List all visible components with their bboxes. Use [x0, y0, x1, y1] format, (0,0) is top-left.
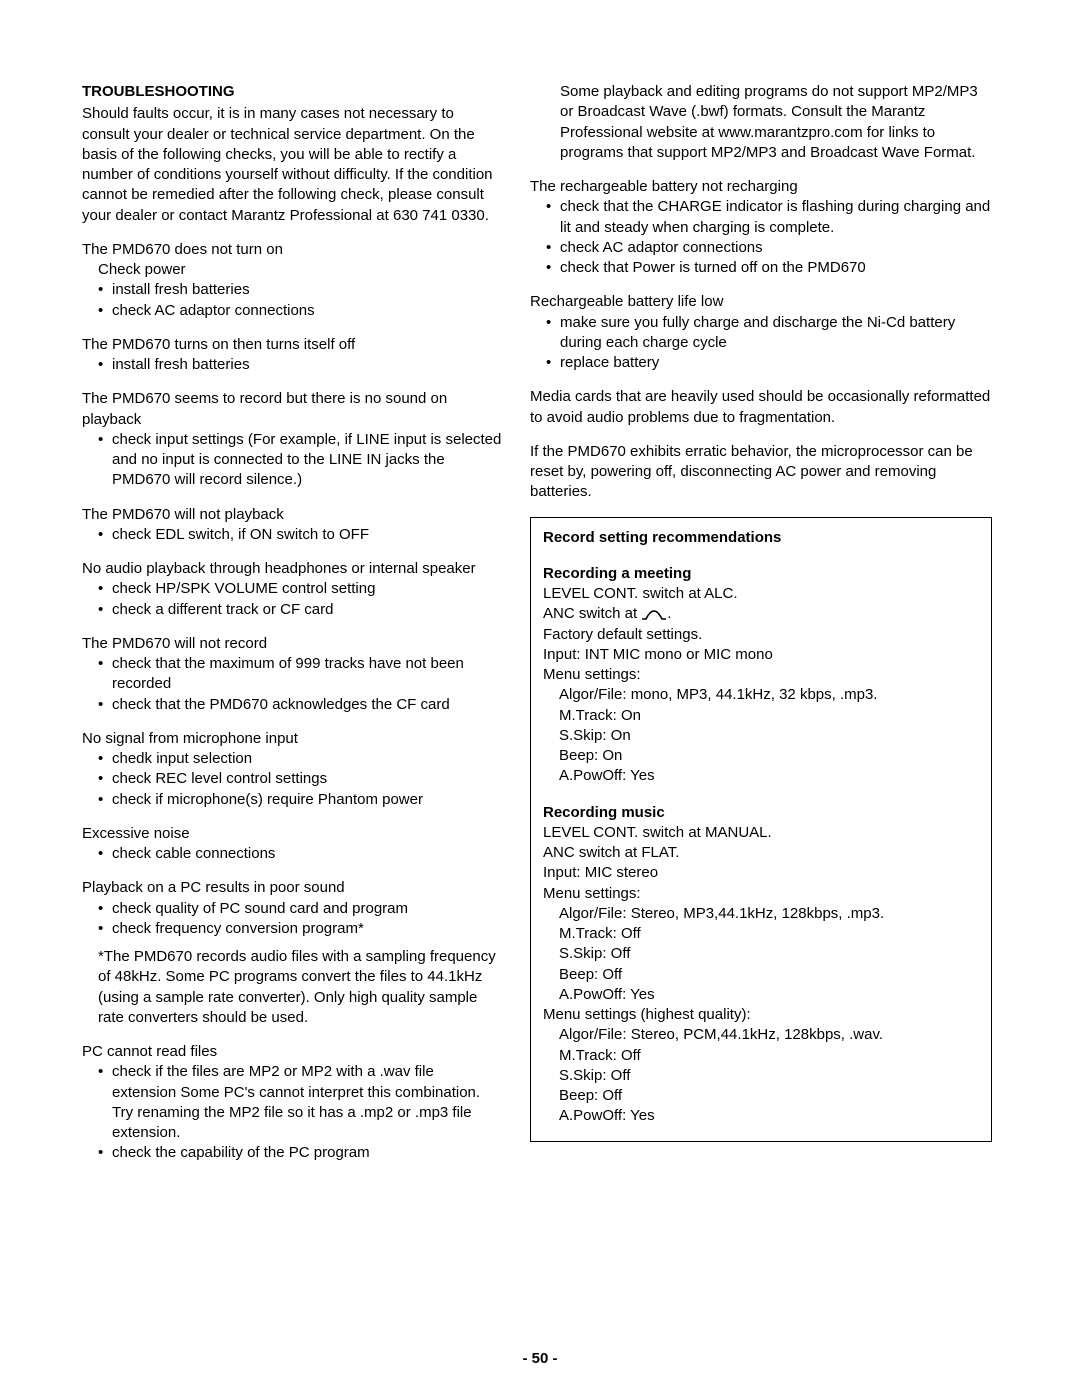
music-hq-line: Menu settings (highest quality): [543, 1005, 979, 1025]
reset-paragraph: If the PMD670 exhibits erratic behavior,… [530, 442, 992, 503]
issue-no-sound-list: check input settings (For example, if LI… [98, 430, 502, 491]
page-content: TROUBLESHOOTING Should faults occur, it … [0, 0, 1080, 1218]
list-item: check REC level control settings [98, 769, 502, 789]
music-setting: Beep: Off [559, 965, 979, 985]
list-item: check quality of PC sound card and progr… [98, 899, 502, 919]
list-item: chedk input selection [98, 749, 502, 769]
issue-no-record-list: check that the maximum of 999 tracks hav… [98, 654, 502, 715]
list-item: check the capability of the PC program [98, 1143, 502, 1163]
issue-no-sound: The PMD670 seems to record but there is … [82, 389, 502, 430]
meeting-setting: Algor/File: mono, MP3, 44.1kHz, 32 kbps,… [559, 685, 979, 705]
issue-no-mic-signal-list: chedk input selection check REC level co… [98, 749, 502, 810]
heading-troubleshooting: TROUBLESHOOTING [82, 82, 502, 102]
meeting-line: LEVEL CONT. switch at ALC. [543, 584, 979, 604]
sample-rate-note: *The PMD670 records audio files with a s… [98, 947, 502, 1028]
list-item: make sure you fully charge and discharge… [546, 313, 992, 354]
issue-power-on: The PMD670 does not turn on [82, 240, 502, 260]
issue-pc-poor-sound-list: check quality of PC sound card and progr… [98, 899, 502, 940]
right-column: Some playback and editing programs do no… [530, 82, 992, 1178]
issue-pc-cant-read-list: check if the files are MP2 or MP2 with a… [98, 1062, 502, 1163]
issue-no-record: The PMD670 will not record [82, 634, 502, 654]
record-settings-box: Record setting recommendations Recording… [530, 517, 992, 1142]
issue-noise-list: check cable connections [98, 844, 502, 864]
music-line: ANC switch at FLAT. [543, 843, 979, 863]
meeting-setting: Beep: On [559, 746, 979, 766]
media-card-paragraph: Media cards that are heavily used should… [530, 387, 992, 428]
issue-power-on-list: install fresh batteries check AC adaptor… [98, 280, 502, 321]
issue-turns-off-list: install fresh batteries [98, 355, 502, 375]
issue-noise: Excessive noise [82, 824, 502, 844]
music-setting: Algor/File: Stereo, MP3,44.1kHz, 128kbps… [559, 904, 979, 924]
music-setting: M.Track: Off [559, 924, 979, 944]
list-item: check that Power is turned off on the PM… [546, 258, 992, 278]
music-hq-setting: M.Track: Off [559, 1046, 979, 1066]
issue-turns-off: The PMD670 turns on then turns itself of… [82, 335, 502, 355]
music-hq-setting: Beep: Off [559, 1086, 979, 1106]
music-line: Input: MIC stereo [543, 863, 979, 883]
list-item: check a different track or CF card [98, 600, 502, 620]
issue-battery-life-low-list: make sure you fully charge and discharge… [546, 313, 992, 374]
meeting-setting: S.Skip: On [559, 726, 979, 746]
music-line: Menu settings: [543, 884, 979, 904]
list-item: check if the files are MP2 or MP2 with a… [98, 1062, 502, 1143]
issue-battery-life-low: Rechargeable battery life low [530, 292, 992, 312]
list-item: check that the CHARGE indicator is flash… [546, 197, 992, 238]
issue-no-mic-signal: No signal from microphone input [82, 729, 502, 749]
list-item: check that the maximum of 999 tracks hav… [98, 654, 502, 695]
meeting-setting: A.PowOff: Yes [559, 766, 979, 786]
issue-pc-cant-read: PC cannot read files [82, 1042, 502, 1062]
meeting-line: Input: INT MIC mono or MIC mono [543, 645, 979, 665]
issue-battery-not-charging-list: check that the CHARGE indicator is flash… [546, 197, 992, 278]
issue-battery-not-charging: The rechargeable battery not recharging [530, 177, 992, 197]
continuation-paragraph: Some playback and editing programs do no… [560, 82, 992, 163]
meeting-anc-prefix: ANC switch at [543, 605, 641, 622]
music-line: LEVEL CONT. switch at MANUAL. [543, 823, 979, 843]
list-item: check cable connections [98, 844, 502, 864]
list-item: install fresh batteries [98, 280, 502, 300]
music-hq-setting: S.Skip: Off [559, 1066, 979, 1086]
left-column: TROUBLESHOOTING Should faults occur, it … [82, 82, 502, 1178]
music-hq-setting: A.PowOff: Yes [559, 1106, 979, 1126]
intro-paragraph: Should faults occur, it is in many cases… [82, 104, 502, 226]
issue-no-audio-hp-list: check HP/SPK VOLUME control setting chec… [98, 579, 502, 620]
list-item: check input settings (For example, if LI… [98, 430, 502, 491]
music-setting: S.Skip: Off [559, 944, 979, 964]
meeting-anc-line: ANC switch at . [543, 604, 979, 624]
box-title: Record setting recommendations [543, 528, 979, 548]
anc-curve-icon [641, 607, 667, 620]
list-item: check if microphone(s) require Phantom p… [98, 790, 502, 810]
music-setting: A.PowOff: Yes [559, 985, 979, 1005]
list-item: check AC adaptor connections [546, 238, 992, 258]
list-item: check frequency conversion program* [98, 919, 502, 939]
meeting-anc-suffix: . [667, 605, 671, 622]
issue-pc-poor-sound: Playback on a PC results in poor sound [82, 878, 502, 898]
meeting-line: Menu settings: [543, 665, 979, 685]
check-power-label: Check power [98, 260, 502, 280]
list-item: check AC adaptor connections [98, 301, 502, 321]
list-item: check that the PMD670 acknowledges the C… [98, 695, 502, 715]
issue-no-playback-list: check EDL switch, if ON switch to OFF [98, 525, 502, 545]
list-item: check EDL switch, if ON switch to OFF [98, 525, 502, 545]
list-item: install fresh batteries [98, 355, 502, 375]
music-hq-setting: Algor/File: Stereo, PCM,44.1kHz, 128kbps… [559, 1025, 979, 1045]
list-item: check HP/SPK VOLUME control setting [98, 579, 502, 599]
page-number: - 50 - [0, 1349, 1080, 1369]
list-item: replace battery [546, 353, 992, 373]
meeting-line: Factory default settings. [543, 625, 979, 645]
meeting-title: Recording a meeting [543, 564, 979, 584]
issue-no-audio-hp: No audio playback through headphones or … [82, 559, 502, 579]
issue-no-playback: The PMD670 will not playback [82, 505, 502, 525]
music-title: Recording music [543, 803, 979, 823]
meeting-setting: M.Track: On [559, 706, 979, 726]
